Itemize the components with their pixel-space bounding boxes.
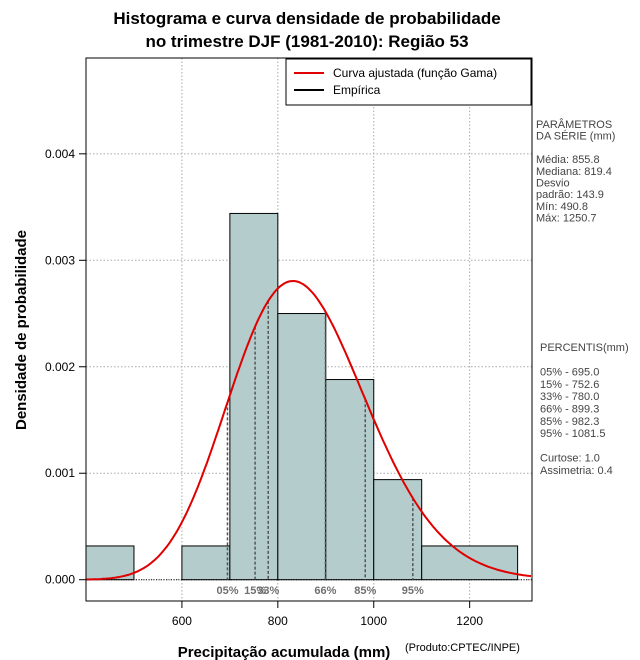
histogram-bar: [181, 545, 231, 581]
y-axis: 0.000 0.001 0.002 0.003 0.004: [45, 147, 86, 587]
percentile-summary-line: 33% - 780.0: [540, 391, 599, 403]
chart-title-line-1: Histograma e curva densidade de probabil…: [113, 9, 500, 28]
percentile-summary-line: Curtose: 1.0: [540, 453, 600, 465]
product-note: (Produto:CPTEC/INPE): [405, 642, 520, 654]
y-tick-label: 0.004: [45, 147, 75, 161]
parameter-line: padrão: 143.9: [536, 189, 604, 201]
percentile-summary-line: 66% - 899.3: [540, 404, 599, 416]
x-tick-label: 1200: [456, 614, 483, 628]
histogram-bar: [373, 479, 423, 581]
percentile-label: 66%: [314, 585, 336, 597]
percentile-label: 85%: [354, 585, 376, 597]
histogram-bar: [277, 313, 327, 581]
histogram-bars: [85, 212, 532, 581]
legend: Curva ajustada (função Gama) Empírica: [285, 58, 532, 106]
x-axis-label: Precipitação acumulada (mm): [178, 644, 391, 660]
percentile-label: 05%: [216, 585, 238, 597]
y-tick-label: 0.002: [45, 360, 75, 374]
parameter-line: Desvio: [536, 178, 570, 190]
parameter-line: PARÂMETROS: [536, 118, 612, 131]
percentile-summary-line: 15% - 752.6: [540, 379, 599, 391]
plot-frame: [85, 57, 533, 602]
parameter-line: Média: 855.8: [536, 154, 600, 166]
percentile-summary-line: PERCENTIS(mm): [540, 342, 629, 354]
x-tick-label: 800: [268, 614, 288, 628]
y-tick-label: 0.001: [45, 466, 75, 480]
x-tick-label: 1000: [360, 614, 387, 628]
parameter-line: Máx: 1250.7: [536, 213, 597, 225]
percentile-summary-line: 05% - 695.0: [540, 367, 599, 379]
histogram-bar: [229, 212, 279, 581]
y-tick-label: 0.003: [45, 253, 75, 267]
x-tick-label: 600: [172, 614, 192, 628]
legend-item-gamma: Curva ajustada (função Gama): [333, 66, 497, 80]
series-parameters-panel: PARÂMETROS DA SÉRIE (mm) Média: 855.8Medi…: [536, 118, 615, 225]
legend-item-empirical: Empírica: [333, 83, 381, 97]
parameter-line: DA SÉRIE (mm): [536, 130, 615, 143]
percentile-summary-line: Assimetria: 0.4: [540, 465, 613, 477]
percentile-label: 33%: [257, 585, 279, 597]
parameter-line: Mín: 490.8: [536, 201, 588, 213]
percentile-markers: 05% 15%33% 66% 85% 95%: [216, 300, 424, 597]
percentile-summary-line: 85% - 982.3: [540, 416, 599, 428]
percentile-label: 95%: [402, 585, 424, 597]
percentile-summary-line: 95% - 1081.5: [540, 428, 605, 440]
gamma-density-curve: [86, 279, 532, 581]
legend-box: [285, 58, 532, 106]
y-axis-label: Densidade de probabilidade: [13, 230, 30, 430]
x-axis: 600 800 1000 1200: [172, 601, 483, 628]
y-tick-label: 0.000: [45, 573, 75, 587]
parameter-line: Mediana: 819.4: [536, 166, 612, 178]
percentiles-panel: PERCENTIS(mm) 05% - 695.015% - 752.633% -…: [540, 342, 629, 477]
histogram-bar: [325, 379, 375, 581]
histogram-bar: [421, 545, 519, 581]
chart-title-line-2: no trimestre DJF (1981-2010): Região 53: [145, 32, 468, 51]
percentile-label: 15%: [244, 585, 266, 597]
histogram-bar: [85, 545, 135, 581]
